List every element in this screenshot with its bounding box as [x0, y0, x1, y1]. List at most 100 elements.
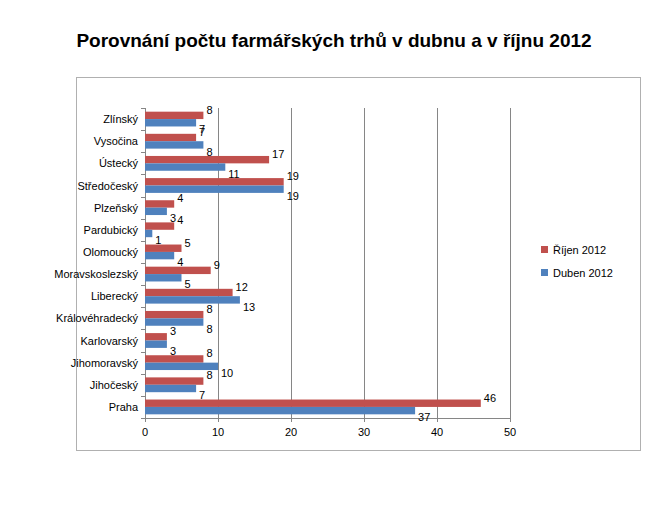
bar — [145, 163, 225, 170]
bar — [145, 274, 182, 281]
legend-swatch — [541, 246, 548, 253]
category-label: Moravskoslezský — [54, 268, 138, 280]
y-tick — [141, 329, 145, 330]
data-label: 3 — [170, 345, 176, 357]
legend-label: Duben 2012 — [553, 267, 613, 279]
chart-svg: Porovnání počtu farmářských trhů v dubnu… — [0, 0, 669, 508]
bar — [145, 208, 167, 215]
data-label: 4 — [177, 192, 183, 204]
y-tick — [141, 263, 145, 264]
data-label: 7 — [199, 123, 205, 135]
y-tick — [141, 241, 145, 242]
y-tick — [141, 396, 145, 397]
bar — [145, 141, 203, 148]
category-label: Pardubický — [84, 224, 139, 236]
grid-line — [291, 108, 292, 418]
data-label: 4 — [177, 256, 183, 268]
category-label: Středočeský — [77, 180, 138, 192]
bar — [145, 407, 415, 414]
bar — [145, 186, 284, 193]
x-tick-label: 40 — [431, 426, 443, 438]
bar — [145, 311, 203, 318]
data-label: 8 — [206, 146, 212, 158]
chart-container: Porovnání počtu farmářských trhů v dubnu… — [0, 0, 669, 508]
y-tick — [141, 219, 145, 220]
y-axis — [145, 108, 146, 418]
x-tick-label: 20 — [285, 426, 297, 438]
data-label: 12 — [236, 281, 248, 293]
data-label: 3 — [170, 325, 176, 337]
bar — [145, 134, 196, 141]
data-label: 7 — [199, 389, 205, 401]
bar — [145, 341, 167, 348]
grid-line — [437, 108, 438, 418]
data-label: 4 — [177, 214, 183, 226]
data-label: 9 — [214, 259, 220, 271]
chart-frame — [77, 78, 641, 451]
legend-label: Říjen 2012 — [553, 244, 606, 256]
data-label: 19 — [287, 190, 299, 202]
data-label: 3 — [170, 212, 176, 224]
category-label: Praha — [109, 401, 139, 413]
x-tick-label: 50 — [504, 426, 516, 438]
data-label: 8 — [206, 104, 212, 116]
x-tick-label: 10 — [212, 426, 224, 438]
bar — [145, 178, 284, 185]
legend-swatch — [541, 269, 548, 276]
y-tick — [141, 197, 145, 198]
data-label: 8 — [206, 303, 212, 315]
x-tick-label: 0 — [142, 426, 148, 438]
grid-line — [510, 108, 511, 418]
y-tick — [141, 374, 145, 375]
bar — [145, 230, 152, 237]
category-label: Plzeňský — [94, 202, 139, 214]
data-label: 8 — [206, 323, 212, 335]
category-label: Jihočeský — [90, 379, 139, 391]
y-tick — [141, 285, 145, 286]
title: Porovnání počtu farmářských trhů v dubnu… — [76, 30, 591, 51]
category-label: Zlínský — [103, 113, 138, 125]
y-tick — [141, 130, 145, 131]
data-label: 11 — [228, 168, 239, 180]
data-label: 8 — [206, 347, 212, 359]
category-label: Karlovarský — [81, 335, 139, 347]
y-tick — [141, 152, 145, 153]
bar — [145, 200, 174, 207]
y-tick — [141, 418, 145, 419]
grid-line — [145, 108, 146, 418]
category-label: Olomoucký — [83, 246, 139, 258]
x-axis — [145, 418, 510, 419]
bar — [145, 377, 203, 384]
data-label: 46 — [484, 392, 496, 404]
data-label: 5 — [185, 237, 191, 249]
bar — [145, 296, 240, 303]
data-label: 5 — [185, 278, 191, 290]
data-label: 1 — [155, 234, 161, 246]
data-label: 13 — [243, 301, 255, 313]
data-label: 10 — [221, 367, 233, 379]
x-tick — [510, 418, 511, 422]
y-tick — [141, 174, 145, 175]
category-label: Liberecký — [91, 290, 139, 302]
y-tick — [141, 108, 145, 109]
y-tick — [141, 352, 145, 353]
category-label: Královéhradecký — [56, 312, 138, 324]
category-label: Ústecký — [99, 157, 139, 169]
category-label: Jihomoravský — [71, 357, 139, 369]
x-tick-label: 30 — [358, 426, 370, 438]
bars — [145, 112, 481, 415]
bar — [145, 400, 481, 407]
category-label: Vysočina — [94, 135, 139, 147]
y-tick — [141, 307, 145, 308]
bar — [145, 333, 167, 340]
bar — [145, 385, 196, 392]
bar — [145, 245, 182, 252]
data-label: 37 — [418, 411, 430, 423]
bar — [145, 112, 203, 119]
bar — [145, 119, 196, 126]
grid-line — [364, 108, 365, 418]
data-label: 17 — [272, 148, 284, 160]
data-label: 8 — [206, 369, 212, 381]
data-label: 19 — [287, 170, 299, 182]
bar — [145, 252, 174, 259]
